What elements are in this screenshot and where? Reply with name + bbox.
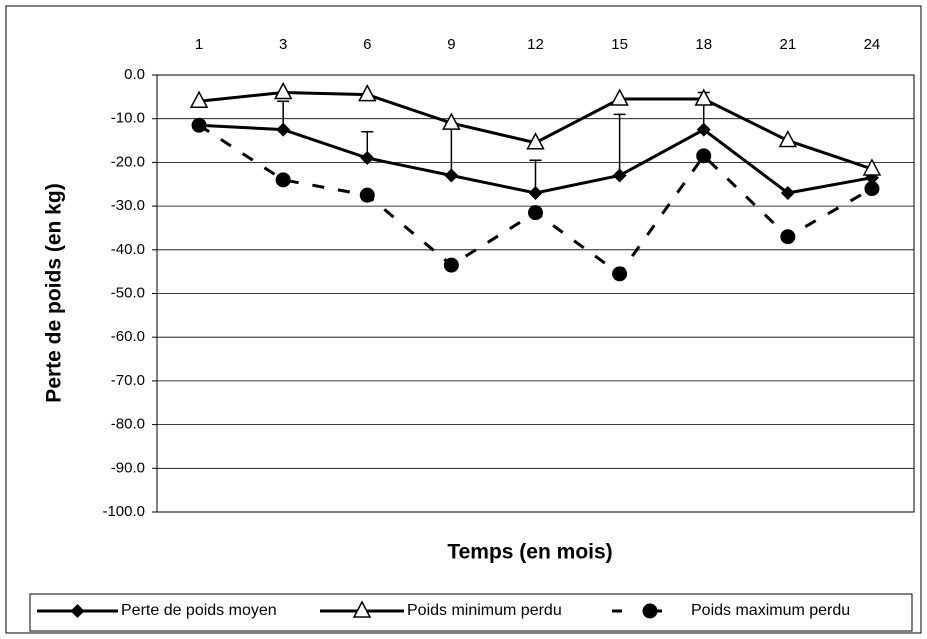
- marker: [696, 148, 712, 164]
- y-tick-label: -30.0: [111, 197, 145, 214]
- marker: [275, 172, 291, 188]
- marker: [862, 158, 882, 176]
- series-line: [198, 90, 873, 171]
- marker: [191, 117, 207, 133]
- marker: [526, 132, 545, 150]
- y-tick-label: -70.0: [111, 372, 145, 389]
- error-bar: [613, 113, 626, 176]
- marker: [273, 81, 293, 100]
- x-tick-label: 3: [279, 36, 287, 53]
- marker: [442, 112, 461, 130]
- y-tick-label: -10.0: [111, 110, 145, 127]
- marker: [780, 185, 795, 200]
- x-tick-label: 21: [779, 36, 796, 53]
- y-tick-label: -80.0: [111, 416, 145, 433]
- marker: [694, 88, 713, 106]
- marker: [864, 181, 880, 197]
- x-tick-label: 18: [695, 36, 712, 53]
- marker: [276, 122, 291, 137]
- legend-marker: [70, 604, 85, 618]
- legend-label: Perte de poids moyen: [121, 602, 277, 619]
- legend-marker: [642, 603, 658, 619]
- marker: [189, 90, 209, 108]
- marker: [780, 229, 796, 245]
- marker: [359, 187, 375, 203]
- marker: [358, 84, 377, 102]
- x-tick-label: 9: [447, 36, 455, 53]
- y-tick-label: -40.0: [111, 241, 145, 258]
- y-tick-label: 0.0: [124, 66, 145, 83]
- marker: [778, 129, 798, 148]
- marker: [610, 88, 629, 106]
- marker: [612, 266, 628, 282]
- marker: [360, 151, 375, 166]
- y-axis-title: Perte de poids (en kg): [43, 183, 66, 402]
- y-tick-label: -20.0: [111, 153, 145, 170]
- y-tick-label: -90.0: [111, 459, 145, 476]
- x-axis-title: Temps (en mois): [447, 541, 612, 564]
- frame: [5, 5, 922, 634]
- marker: [696, 122, 711, 137]
- y-tick-label: -60.0: [111, 328, 145, 345]
- x-tick-label: 12: [527, 36, 544, 53]
- y-tick-label: -100.0: [102, 503, 145, 520]
- x-tick-label: 1: [195, 36, 203, 53]
- legend-marker: [352, 600, 372, 618]
- marker: [443, 257, 459, 273]
- marker: [528, 205, 543, 221]
- legend-label: Poids maximum perdu: [691, 602, 850, 619]
- x-tick-label: 6: [363, 36, 371, 53]
- error-bar: [445, 122, 458, 176]
- x-tick-label: 24: [864, 36, 881, 53]
- x-tick-label: 15: [611, 36, 628, 53]
- marker: [444, 168, 459, 183]
- y-tick-label: -50.0: [111, 284, 145, 301]
- marker: [612, 168, 627, 183]
- marker: [528, 185, 543, 200]
- legend-box: [29, 593, 913, 632]
- legend-label: Poids minimum perdu: [407, 602, 562, 619]
